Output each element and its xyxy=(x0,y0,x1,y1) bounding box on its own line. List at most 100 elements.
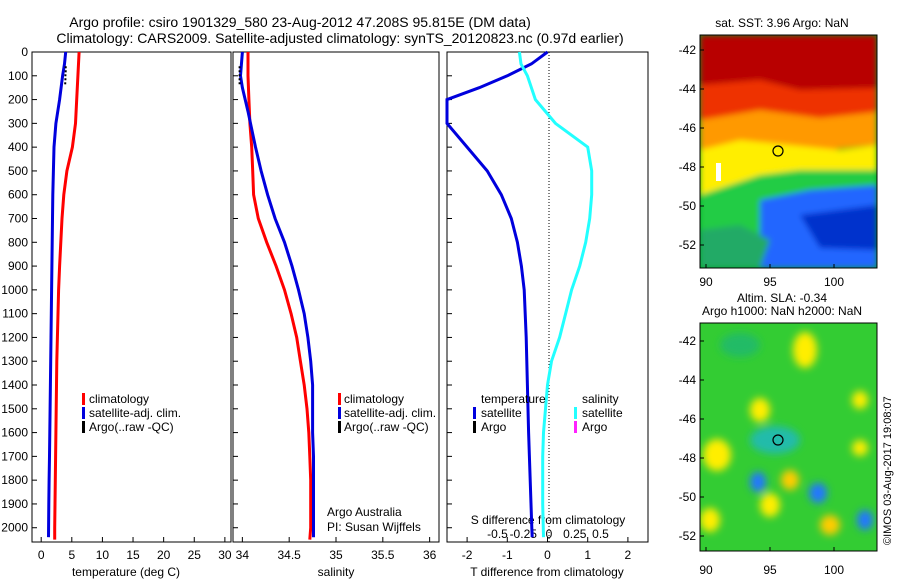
map-lon-label: 95 xyxy=(763,563,777,577)
difference-panel-frame xyxy=(446,51,649,543)
sla-low-anomaly xyxy=(720,333,760,357)
depth-tick-label: 1200 xyxy=(1,330,28,344)
salinity-tick-label: 36 xyxy=(423,548,437,562)
depth-tick-label: 2000 xyxy=(1,521,28,535)
legend-s-argo-label: Argo xyxy=(582,420,608,434)
map-lat-label: -44 xyxy=(679,82,697,96)
sst-map-axes: -42 -44 -46 -48 -50 -52 90 95 100 xyxy=(679,43,845,289)
depth-tick-label: 1500 xyxy=(1,402,28,416)
difference-tick-label: 2 xyxy=(625,548,632,562)
sst-map-frame xyxy=(699,34,878,269)
map-lat-label: -50 xyxy=(679,490,697,504)
salinity-difference-tick-label: 0.25 xyxy=(563,527,587,541)
legend-climatology-label: climatology xyxy=(89,392,149,406)
difference-legend: temperature satellite Argo salinity sate… xyxy=(473,392,623,434)
depth-tick-label: 1800 xyxy=(1,473,28,487)
map-lat-label: -46 xyxy=(679,121,697,135)
legend-argo-label: Argo(..raw -QC) xyxy=(89,420,174,434)
sst-argo-location-marker xyxy=(772,145,784,157)
depth-tick-label: 200 xyxy=(8,93,28,107)
map-lat-label: -52 xyxy=(679,529,697,543)
depth-tick-label: 1700 xyxy=(1,449,28,463)
salinity-tick-label: 35 xyxy=(329,548,343,562)
depth-axis: 0 100 200 300 400 500 600 700 800 900 1000 1100 1200… xyxy=(1,45,452,535)
map-lat-label: -46 xyxy=(679,412,697,426)
salinity-tick-label: 34.5 xyxy=(278,548,302,562)
sla-high-anomaly xyxy=(700,508,720,532)
salinity-difference-tick-label: -0.5 xyxy=(487,527,508,541)
legend-t-satellite-swatch xyxy=(473,407,476,419)
sla-high-anomaly xyxy=(781,470,799,490)
depth-tick-label: 1400 xyxy=(1,378,28,392)
temperature-legend: climatology satellite-adj. clim. Argo(..… xyxy=(82,392,181,434)
map-lat-label: -48 xyxy=(679,160,697,174)
depth-tick-label: 1900 xyxy=(1,497,28,511)
temperature-series xyxy=(47,51,81,540)
temperature-tick-label: 15 xyxy=(126,548,140,562)
temperature-panel-frame xyxy=(31,51,232,543)
sla-high-anomaly xyxy=(703,439,731,471)
difference-tick-label: -1 xyxy=(502,548,513,562)
sst-coldest-blue xyxy=(800,205,877,250)
map-lat-label: -50 xyxy=(679,199,697,213)
legend-argo-swatch xyxy=(338,421,341,433)
temperature-line-1 xyxy=(47,51,68,538)
map-lat-label: -44 xyxy=(679,373,697,387)
difference-tick-label: -2 xyxy=(462,548,473,562)
map-lon-label: 100 xyxy=(824,563,844,577)
legend-climatology-swatch xyxy=(82,393,85,405)
depth-tick-label: 400 xyxy=(8,140,28,154)
legend-satellite-label: satellite-adj. clim. xyxy=(344,406,436,420)
figure-title-line2: Climatology: CARS2009. Satellite-adjuste… xyxy=(56,30,623,46)
legend-climatology-label: climatology xyxy=(344,392,404,406)
salinity-legend: climatology satellite-adj. clim. Argo(..… xyxy=(338,392,436,434)
temperature-tick-label: 0 xyxy=(38,548,45,562)
temperature-tick-label: 30 xyxy=(218,548,232,562)
map-lat-label: -52 xyxy=(679,238,697,252)
depth-tick-label: 900 xyxy=(8,259,28,273)
temperature-tick-label: 5 xyxy=(68,548,75,562)
salinity-xlabel: salinity xyxy=(318,565,355,579)
salinity-difference-tick-label: 0.5 xyxy=(592,527,609,541)
map-lat-label: -48 xyxy=(679,451,697,465)
difference-line-1 xyxy=(517,51,594,538)
depth-tick-label: 1300 xyxy=(1,354,28,368)
credit-text: ©IMOS 03-Aug-2017 19:08:07 xyxy=(882,396,894,545)
difference-series xyxy=(445,50,594,538)
sst-map xyxy=(699,34,878,269)
depth-tick-label: 0 xyxy=(21,45,28,59)
legend-argo-swatch xyxy=(82,421,85,433)
difference-x-axis: -2 -1 0 1 2 xyxy=(462,537,632,562)
s-difference-label: S difference from climatology xyxy=(471,513,626,527)
sst-sw-green xyxy=(700,225,770,268)
t-difference-label: T difference from climatology xyxy=(470,565,624,579)
legend-s-argo-swatch xyxy=(574,421,577,433)
depth-tick-label: 1000 xyxy=(1,283,28,297)
salinity-panel-frame xyxy=(232,51,440,543)
salinity-tick-label: 34 xyxy=(236,548,250,562)
legend-t-satellite-label: satellite xyxy=(481,406,522,420)
sla-argo-location-marker xyxy=(772,434,784,446)
salinity-x-axis: 34 34.5 35 35.5 36 xyxy=(236,537,437,562)
salinity-tick-label: 35.5 xyxy=(371,548,395,562)
salinity-difference-tick-label: 0 xyxy=(546,527,553,541)
sla-low-anomaly xyxy=(750,472,766,492)
salinity-line-1 xyxy=(238,51,315,538)
legend-t-argo-label: Argo xyxy=(481,420,507,434)
depth-tick-label: 1100 xyxy=(2,307,28,321)
salinity-note-institution: Argo Australia xyxy=(327,505,402,519)
figure-title-line1: Argo profile: csiro 1901329_580 23-Aug-2… xyxy=(69,14,531,30)
temperature-tick-label: 20 xyxy=(157,548,171,562)
legend-climatology-swatch xyxy=(338,393,341,405)
salinity-difference-tick-label: -0.25 xyxy=(510,527,538,541)
sla-low-anomaly xyxy=(750,426,800,454)
temperature-tick-label: 25 xyxy=(188,548,202,562)
sla-map-frame xyxy=(699,322,878,552)
sla-high-anomaly xyxy=(852,391,868,409)
legend-satellite-swatch xyxy=(338,407,341,419)
map-lat-label: -42 xyxy=(679,334,697,348)
sla-low-anomaly xyxy=(809,483,827,503)
map-lat-label: -42 xyxy=(679,43,697,57)
